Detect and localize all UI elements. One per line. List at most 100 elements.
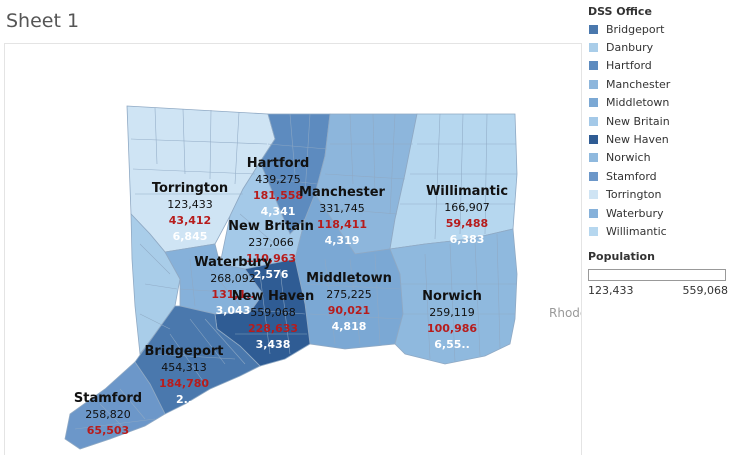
office-red-value: 181,558	[253, 189, 303, 202]
legend-item[interactable]: New Britain	[588, 112, 736, 130]
office-red-value: 90,021	[328, 304, 370, 317]
office-red-value: 100,986	[427, 322, 477, 335]
population-min: 123,433	[588, 283, 634, 297]
office-white-value: 4,818	[332, 320, 367, 333]
legend-item[interactable]: Stamford	[588, 167, 736, 185]
office-red-value: 131,1..	[211, 288, 254, 301]
legend-label: Torrington	[606, 188, 662, 202]
connecticut-map[interactable]: Hartford 439,275 181,558 4,341 Torrington 123…	[5, 44, 581, 455]
legend-title: DSS Office	[588, 5, 652, 18]
office-name: Bridgeport	[144, 344, 223, 359]
office-red-value: 43,412	[169, 214, 211, 227]
office-population: 439,275	[255, 173, 301, 186]
legend-label: Bridgeport	[606, 22, 665, 36]
office-label-group[interactable]: Stamford 258,820 65,503	[74, 391, 142, 437]
population-max: 559,068	[682, 283, 729, 297]
office-red-value: 118,411	[317, 218, 367, 231]
office-label-group[interactable]: Manchester 331,745 118,411 4,319	[299, 185, 386, 247]
population-color-ramp	[588, 268, 726, 281]
legend-item[interactable]: Middletown	[588, 94, 736, 112]
office-red-value: 184,780	[159, 377, 209, 390]
legend-label: Norwich	[606, 151, 651, 165]
office-label-group[interactable]: Middletown 275,225 90,021 4,818	[306, 271, 392, 333]
legend-item[interactable]: Danbury	[588, 38, 736, 56]
office-population: 331,745	[319, 202, 365, 215]
office-name: Willimantic	[426, 184, 508, 199]
office-name: New Britain	[228, 219, 314, 234]
office-name: Middletown	[306, 271, 392, 286]
rhode-island-label: Rhode	[549, 306, 581, 320]
legend: DSS Office Bridgeport Danbury Hartford Manc…	[588, 4, 736, 297]
legend-swatch	[588, 23, 599, 35]
office-label-group[interactable]: Hartford 439,275 181,558 4,341	[247, 156, 310, 218]
legend-label: Waterbury	[606, 206, 664, 220]
legend-label: Danbury	[606, 41, 654, 55]
office-population: 258,820	[85, 408, 131, 421]
office-name: Waterbury	[194, 255, 272, 270]
office-population: 123,433	[167, 198, 213, 211]
legend-swatch	[588, 207, 599, 219]
office-white-value: 6,383	[450, 233, 485, 246]
office-white-value: 4,341	[261, 205, 296, 218]
office-population: 268,092	[210, 272, 256, 285]
office-white-value: 3,438	[256, 338, 291, 351]
office-label-group[interactable]: New Britain 237,066 110,963 2,576	[228, 219, 314, 281]
legend-item[interactable]: Hartford	[588, 57, 736, 75]
legend-item[interactable]: Torrington	[588, 186, 736, 204]
legend-swatch	[588, 152, 599, 164]
office-white-value: 2,576	[254, 268, 289, 281]
legend-item[interactable]: Waterbury	[588, 204, 736, 222]
legend-swatch	[588, 115, 599, 127]
office-red-value: 110,963	[246, 252, 296, 265]
legend-label: Manchester	[606, 77, 671, 91]
legend-swatch	[588, 60, 599, 72]
legend-label: Willimantic	[606, 224, 667, 238]
legend-item[interactable]: Bridgeport	[588, 20, 736, 38]
office-name: Torrington	[152, 181, 228, 196]
office-white-value: 3,043	[216, 304, 251, 317]
office-label-group[interactable]: Willimantic 166,907 59,488 6,383	[426, 184, 508, 246]
office-label-group[interactable]: Norwich 259,119 100,986 6,55..	[422, 289, 482, 351]
office-white-value: 2..	[176, 393, 192, 406]
office-red-value: 65,503	[87, 424, 129, 437]
legend-label: New Britain	[606, 114, 670, 128]
legend-swatch	[588, 170, 599, 182]
office-label-group[interactable]: Torrington 123,433 43,412 6,845	[152, 181, 228, 243]
population-legend-title: Population	[588, 249, 655, 263]
office-population: 275,225	[326, 288, 372, 301]
legend-item[interactable]: Willimantic	[588, 222, 736, 240]
office-label-group[interactable]: New Haven 559,068 228,633 3,438	[232, 289, 314, 351]
office-white-value: 6,845	[173, 230, 208, 243]
office-white-value: 4,319	[325, 234, 360, 247]
office-label-group[interactable]: Waterbury 268,092 131,1.. 3,043	[194, 255, 272, 317]
legend-label: Hartford	[606, 59, 652, 73]
office-name: Hartford	[247, 156, 310, 171]
office-name: New Haven	[232, 289, 314, 304]
region-norwich[interactable]	[389, 228, 518, 365]
legend-swatch	[588, 97, 599, 109]
legend-item[interactable]: Norwich	[588, 149, 736, 167]
legend-label: Stamford	[606, 169, 657, 183]
office-population: 237,066	[248, 236, 294, 249]
office-white-value: 6,55..	[434, 338, 470, 351]
office-name: Norwich	[422, 289, 482, 304]
legend-swatch	[588, 78, 599, 90]
office-population: 454,313	[161, 361, 207, 374]
legend-item[interactable]: Manchester	[588, 75, 736, 93]
map-pane[interactable]: Hartford 439,275 181,558 4,341 Torrington 123…	[4, 43, 582, 455]
legend-swatch	[588, 225, 599, 237]
legend-item[interactable]: New Haven	[588, 130, 736, 148]
sheet-title: Sheet 1	[6, 10, 80, 32]
office-population: 259,119	[429, 306, 475, 319]
office-name: Stamford	[74, 391, 142, 406]
office-label-group[interactable]: Bridgeport 454,313 184,780 2..	[144, 344, 223, 406]
legend-label: New Haven	[606, 133, 669, 147]
legend-swatch	[588, 189, 599, 201]
legend-swatch	[588, 134, 599, 146]
office-population: 166,907	[444, 201, 490, 214]
legend-label: Middletown	[606, 96, 670, 110]
office-red-value: 228,633	[248, 322, 298, 335]
office-name: Manchester	[299, 185, 386, 200]
office-red-value: 59,488	[446, 217, 488, 230]
population-range: 123,433 559,068	[588, 284, 728, 297]
